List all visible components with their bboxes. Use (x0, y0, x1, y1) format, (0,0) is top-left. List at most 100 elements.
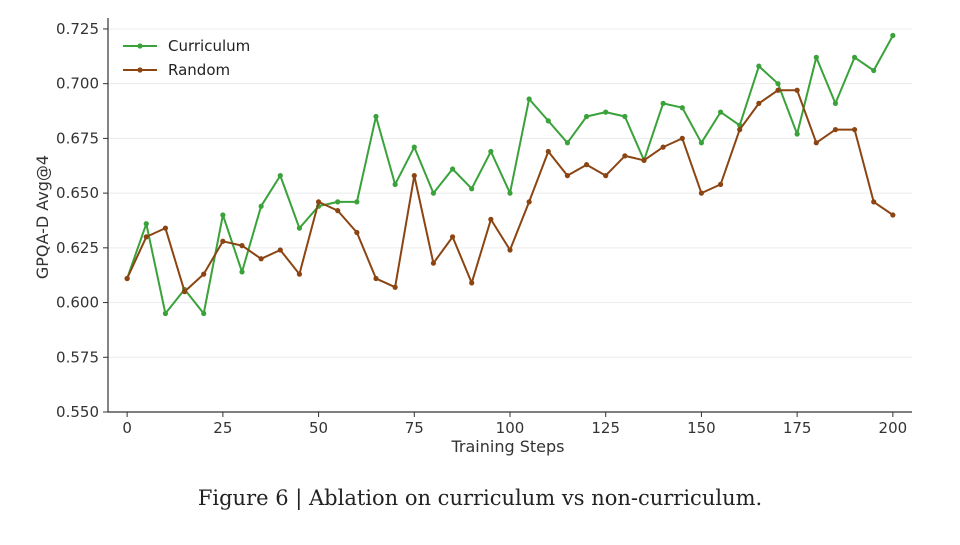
data-point-random (296, 271, 303, 277)
data-point-random (890, 212, 896, 218)
legend-marker (137, 67, 143, 73)
data-point-curriculum (679, 105, 685, 111)
data-point-random (756, 100, 762, 106)
data-point-random (775, 87, 781, 93)
data-point-random (124, 275, 130, 282)
data-point-curriculum (871, 67, 877, 74)
data-point-random (258, 256, 264, 262)
legend-label: Random (168, 61, 230, 79)
legend-marker (137, 43, 143, 49)
x-tick-label: 150 (687, 419, 716, 437)
legend-label: Curriculum (168, 37, 250, 55)
y-tick-label: 0.650 (56, 184, 99, 202)
data-point-curriculum (526, 96, 532, 102)
x-tick-label: 75 (405, 419, 424, 437)
data-point-curriculum (583, 113, 590, 120)
data-point-curriculum (832, 100, 839, 106)
data-point-random (181, 289, 188, 295)
y-tick-label: 0.625 (56, 239, 99, 257)
data-point-random (583, 162, 590, 168)
data-point-curriculum (469, 186, 475, 192)
data-point-random (660, 144, 666, 150)
data-point-random (315, 199, 322, 205)
data-point-curriculum (411, 144, 417, 150)
x-tick-label: 25 (213, 419, 232, 437)
data-point-random (545, 148, 551, 155)
data-point-curriculum (813, 54, 819, 61)
data-point-random (277, 247, 283, 253)
data-point-curriculum (890, 32, 896, 39)
data-point-random (354, 229, 360, 236)
data-point-curriculum (239, 269, 245, 275)
data-point-random (871, 199, 877, 205)
y-tick-label: 0.550 (56, 403, 99, 421)
data-point-curriculum (373, 113, 379, 120)
data-point-random (641, 157, 647, 163)
x-tick-label: 175 (783, 419, 812, 437)
data-point-random (143, 234, 149, 240)
data-point-random (851, 127, 858, 133)
data-point-curriculum (354, 199, 360, 205)
data-point-curriculum (564, 140, 571, 146)
data-point-curriculum (603, 109, 609, 115)
data-point-random (794, 87, 800, 93)
data-point-random (373, 275, 379, 282)
data-point-random (813, 140, 819, 146)
x-tick-label: 200 (879, 419, 908, 437)
figure-caption: Figure 6 | Ablation on curriculum vs non… (197, 486, 763, 510)
data-point-curriculum (622, 113, 628, 120)
y-axis-label: GPQA-D Avg@4 (33, 155, 52, 279)
data-point-curriculum (507, 190, 513, 196)
x-axis-label: Training Steps (451, 437, 565, 456)
y-tick-label: 0.575 (56, 348, 99, 366)
data-point-curriculum (756, 63, 762, 69)
data-point-random (507, 247, 513, 253)
data-point-curriculum (430, 190, 437, 196)
data-point-random (717, 181, 724, 187)
data-point-random (526, 199, 532, 205)
data-point-curriculum (660, 100, 666, 106)
data-point-curriculum (851, 54, 858, 61)
line-chart: 0.550 0.575 0.600 0.625 0.650 0.675 0.700 0.725… (33, 18, 912, 456)
data-point-random (430, 260, 437, 266)
data-point-random (469, 280, 475, 286)
x-tick-label: 125 (591, 419, 620, 437)
data-point-random (603, 173, 609, 179)
data-point-curriculum (717, 109, 724, 115)
data-point-random (488, 216, 494, 222)
y-tick-label: 0.675 (56, 129, 99, 147)
data-point-curriculum (449, 166, 456, 172)
data-point-curriculum (335, 199, 341, 205)
data-point-random (449, 234, 456, 240)
data-point-random (220, 238, 226, 244)
y-tick-label: 0.600 (56, 294, 99, 312)
series-lines (124, 32, 896, 317)
data-point-curriculum (277, 173, 283, 179)
data-point-random (679, 135, 685, 141)
data-point-curriculum (545, 118, 551, 124)
legend: Curriculum Random (123, 37, 250, 79)
y-tick-label: 0.725 (56, 20, 99, 38)
data-point-random (392, 284, 398, 290)
series-curriculum (124, 32, 896, 317)
data-point-random (832, 127, 839, 133)
data-point-random (201, 271, 207, 277)
data-point-curriculum (775, 81, 781, 87)
data-point-curriculum (296, 225, 303, 231)
data-point-curriculum (201, 310, 207, 317)
data-point-random (335, 208, 341, 214)
data-point-random (411, 173, 417, 179)
data-point-random (622, 153, 628, 159)
legend-item-curriculum: Curriculum (123, 37, 250, 55)
data-point-curriculum (162, 310, 169, 317)
data-point-random (239, 243, 245, 249)
data-point-curriculum (143, 221, 149, 227)
data-point-curriculum (220, 212, 226, 218)
tick-labels: 0.550 0.575 0.600 0.625 0.650 0.675 0.700 0.725… (56, 20, 907, 437)
data-point-curriculum (258, 203, 264, 209)
data-point-curriculum (698, 140, 705, 146)
data-point-curriculum (794, 131, 800, 137)
data-point-random (564, 173, 571, 179)
x-tick-label: 0 (122, 419, 132, 437)
